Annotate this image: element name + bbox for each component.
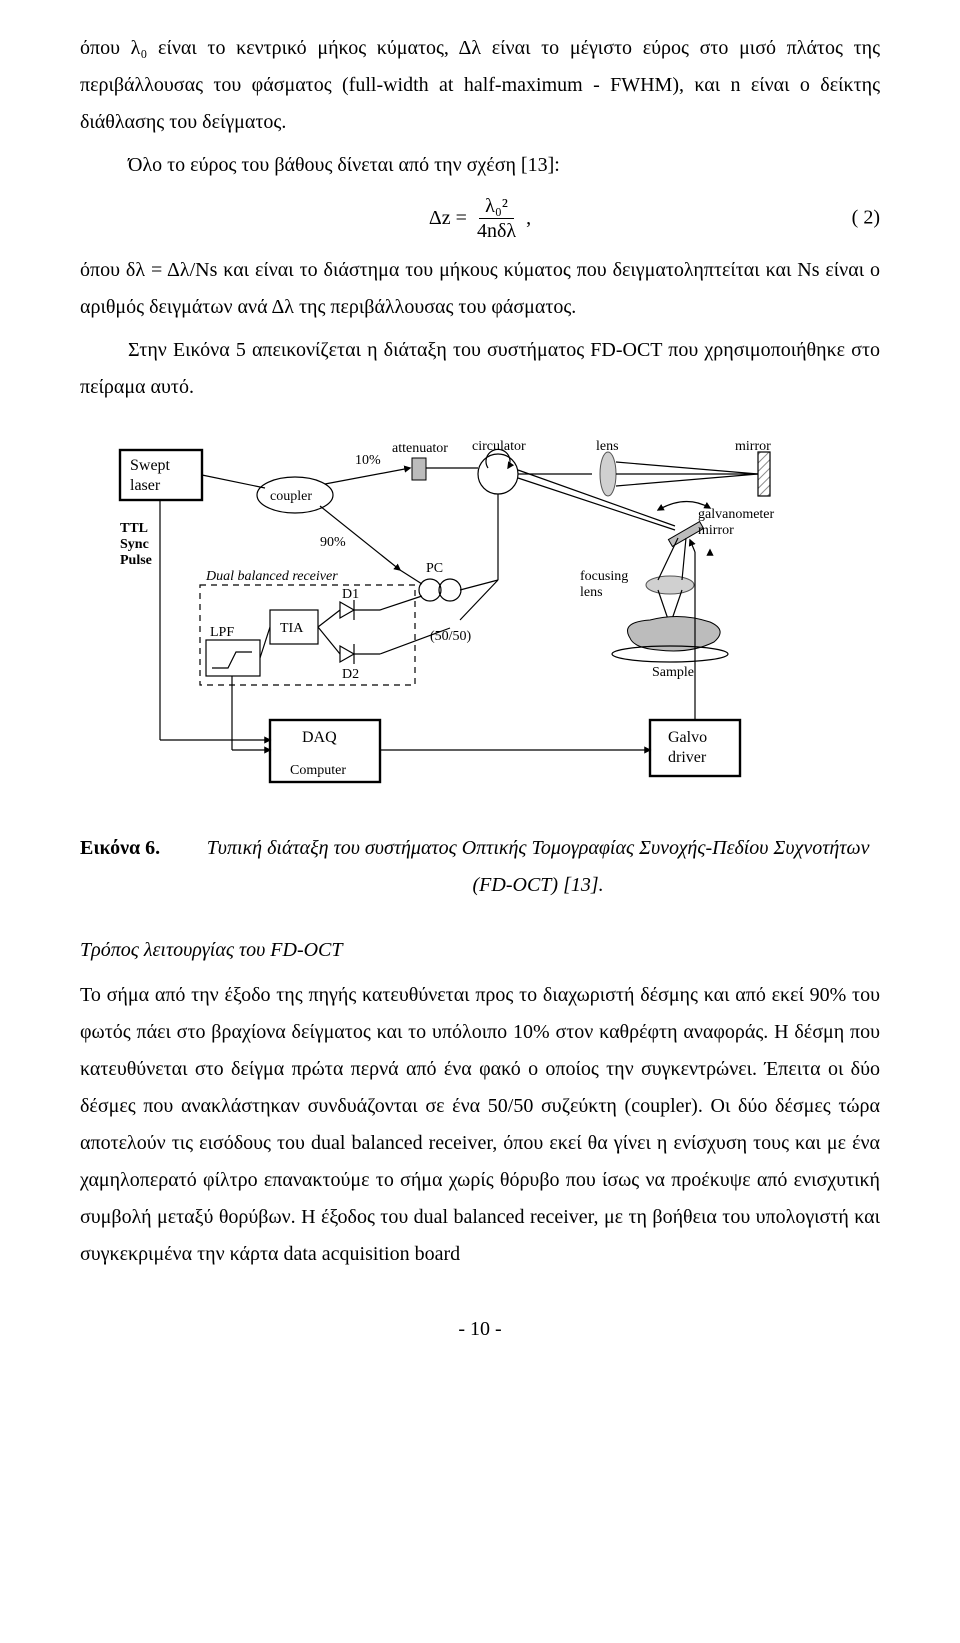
svg-d2: D2	[342, 667, 359, 682]
svg-galvo-mirror-2: mirror	[698, 523, 734, 538]
equation-fraction: λ₀² 4nδλ	[471, 194, 522, 243]
equation-row: Δz = λ₀² 4nδλ , ( 2)	[80, 190, 880, 246]
svg-swept-laser-1: Swept	[130, 457, 171, 474]
figure-caption: Εικόνα 6. Τυπική διάταξη του συστήματος …	[80, 830, 880, 904]
svg-pc: PC	[426, 561, 443, 576]
figure-caption-text: Τυπική διάταξη του συστήματος Οπτικής Το…	[196, 830, 880, 904]
figure-fdoct: Swept laser TTL Sync Pulse coupler 10% a…	[80, 440, 880, 800]
svg-d1: D1	[342, 587, 359, 602]
svg-galvo-driver-2: driver	[668, 749, 707, 766]
svg-galvo-driver-1: Galvo	[668, 729, 707, 746]
equation-body: Δz = λ₀² 4nδλ ,	[429, 194, 531, 243]
svg-lpf: LPF	[210, 625, 234, 640]
figure-caption-label: Εικόνα 6.	[80, 830, 160, 904]
svg-sample: Sample	[652, 665, 694, 680]
svg-lens: lens	[596, 440, 619, 454]
svg-tia: TIA	[280, 621, 304, 636]
svg-daq: DAQ	[302, 729, 337, 746]
equation-denominator: 4nδλ	[471, 219, 522, 243]
paragraph-depth: Όλο το εύρος του βάθους δίνεται από την …	[80, 147, 880, 184]
section-title: Τρόπος λειτουργίας του FD-OCT	[80, 932, 880, 969]
svg-coupler: coupler	[270, 489, 312, 504]
equation-comma: ,	[526, 200, 531, 237]
svg-computer: Computer	[290, 763, 346, 778]
svg-galvo-mirror-1: galvanometer	[698, 507, 775, 522]
fdoct-svg: Swept laser TTL Sync Pulse coupler 10% a…	[110, 440, 850, 800]
svg-dbr: Dual balanced receiver	[205, 569, 338, 584]
paragraph-intro: όπου λ₀ είναι το κεντρικό μήκος κύματος,…	[80, 30, 880, 141]
svg-mirror: mirror	[735, 440, 771, 454]
svg-circulator: circulator	[472, 440, 526, 454]
svg-ten: 10%	[355, 453, 381, 468]
body-paragraph: Το σήμα από την έξοδο της πηγής κατευθύν…	[80, 977, 880, 1273]
svg-fifty: (50/50)	[430, 629, 472, 644]
paragraph-figure-ref: Στην Εικόνα 5 απεικονίζεται η διάταξη το…	[80, 332, 880, 406]
equation-numerator: λ₀²	[479, 194, 514, 219]
svg-ninety: 90%	[320, 535, 346, 550]
paragraph-where: όπου δλ = Δλ/Ns και είναι το διάστημα το…	[80, 252, 880, 326]
svg-swept-laser-2: laser	[130, 477, 161, 494]
equation-lhs: Δz =	[429, 200, 467, 237]
equation-number: ( 2)	[852, 200, 880, 237]
svg-attenuator: attenuator	[392, 441, 448, 456]
page-number: - 10 -	[80, 1311, 880, 1348]
